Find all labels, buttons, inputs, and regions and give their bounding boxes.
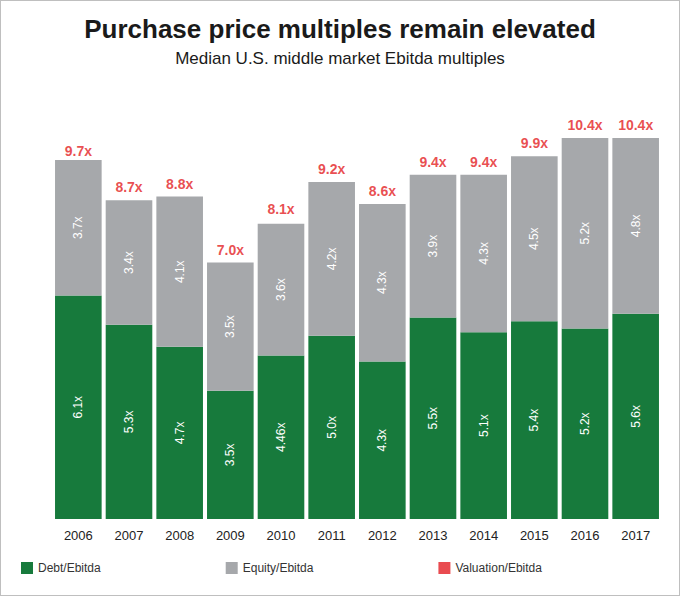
svg-text:9.7x: 9.7x	[65, 143, 92, 159]
svg-text:10.4x: 10.4x	[567, 117, 602, 133]
svg-text:2009: 2009	[216, 528, 245, 543]
svg-text:7.0x: 7.0x	[217, 242, 244, 258]
svg-text:3.9x: 3.9x	[426, 235, 440, 258]
svg-text:2014: 2014	[469, 528, 498, 543]
svg-text:9.9x: 9.9x	[521, 135, 548, 151]
svg-text:8.8x: 8.8x	[166, 176, 193, 192]
svg-text:2017: 2017	[621, 528, 650, 543]
svg-text:2010: 2010	[267, 528, 296, 543]
svg-text:8.6x: 8.6x	[369, 183, 396, 199]
svg-text:8.1x: 8.1x	[267, 201, 294, 217]
svg-text:3.7x: 3.7x	[71, 216, 85, 239]
svg-text:9.2x: 9.2x	[318, 161, 345, 177]
svg-text:4.7x: 4.7x	[173, 422, 187, 445]
svg-text:Purchase price multiples remai: Purchase price multiples remain elevated	[84, 14, 596, 44]
svg-text:5.2x: 5.2x	[578, 222, 592, 245]
svg-text:2007: 2007	[115, 528, 144, 543]
svg-text:8.7x: 8.7x	[115, 179, 142, 195]
svg-text:9.4x: 9.4x	[470, 154, 497, 170]
svg-text:4.5x: 4.5x	[527, 227, 541, 250]
svg-text:4.1x: 4.1x	[173, 260, 187, 283]
svg-text:Debt/Ebitda: Debt/Ebitda	[38, 561, 101, 575]
svg-text:2011: 2011	[318, 528, 346, 543]
svg-text:4.2x: 4.2x	[325, 248, 339, 271]
svg-text:4.3x: 4.3x	[477, 242, 491, 265]
svg-text:5.5x: 5.5x	[426, 407, 440, 430]
svg-text:2013: 2013	[419, 528, 448, 543]
svg-text:3.4x: 3.4x	[122, 251, 136, 274]
svg-text:5.2x: 5.2x	[578, 412, 592, 435]
svg-text:3.5x: 3.5x	[223, 315, 237, 338]
svg-text:Median U.S. middle market Ebit: Median U.S. middle market Ebitda multipl…	[175, 49, 505, 68]
svg-text:5.6x: 5.6x	[629, 405, 643, 428]
svg-text:6.1x: 6.1x	[71, 396, 85, 419]
svg-text:3.5x: 3.5x	[223, 444, 237, 467]
svg-text:2016: 2016	[571, 528, 600, 543]
svg-text:2015: 2015	[520, 528, 549, 543]
svg-text:5.3x: 5.3x	[122, 411, 136, 434]
svg-text:4.46x: 4.46x	[274, 423, 288, 452]
svg-text:5.1x: 5.1x	[477, 414, 491, 437]
svg-text:10.4x: 10.4x	[618, 117, 653, 133]
svg-text:2008: 2008	[165, 528, 194, 543]
svg-text:4.3x: 4.3x	[375, 429, 389, 452]
svg-text:2012: 2012	[368, 528, 397, 543]
svg-text:5.0x: 5.0x	[325, 416, 339, 439]
svg-text:4.3x: 4.3x	[375, 271, 389, 294]
svg-text:9.4x: 9.4x	[419, 154, 446, 170]
svg-text:Equity/Ebitda: Equity/Ebitda	[243, 561, 314, 575]
svg-text:Valuation/Ebitda: Valuation/Ebitda	[455, 561, 542, 575]
svg-text:2006: 2006	[64, 528, 93, 543]
svg-text:5.4x: 5.4x	[527, 409, 541, 432]
svg-text:3.6x: 3.6x	[274, 278, 288, 301]
svg-text:4.8x: 4.8x	[629, 215, 643, 238]
